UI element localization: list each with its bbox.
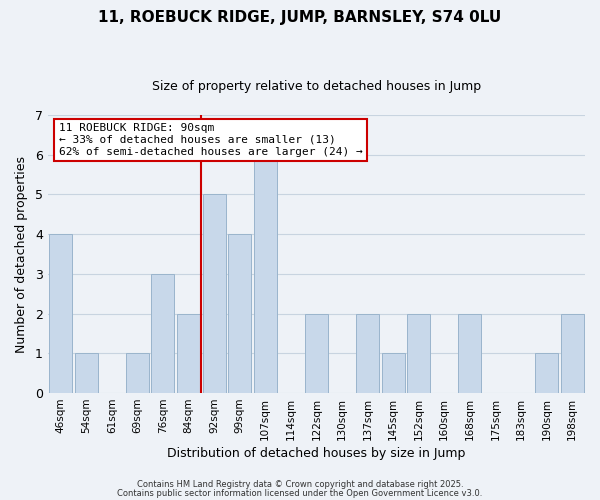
Bar (177, 314, 200, 393)
Bar (407, 314, 430, 393)
Bar (49, 234, 72, 393)
Text: Contains HM Land Registry data © Crown copyright and database right 2025.: Contains HM Land Registry data © Crown c… (137, 480, 463, 489)
Bar (254, 154, 277, 393)
Bar (203, 194, 226, 393)
Bar (151, 274, 175, 393)
Bar (535, 354, 558, 393)
Bar (126, 354, 149, 393)
Bar (305, 314, 328, 393)
Text: 11 ROEBUCK RIDGE: 90sqm
← 33% of detached houses are smaller (13)
62% of semi-de: 11 ROEBUCK RIDGE: 90sqm ← 33% of detache… (59, 124, 362, 156)
Text: 11, ROEBUCK RIDGE, JUMP, BARNSLEY, S74 0LU: 11, ROEBUCK RIDGE, JUMP, BARNSLEY, S74 0… (98, 10, 502, 25)
Bar (356, 314, 379, 393)
Bar (228, 234, 251, 393)
Y-axis label: Number of detached properties: Number of detached properties (15, 156, 28, 352)
Bar (74, 354, 98, 393)
X-axis label: Distribution of detached houses by size in Jump: Distribution of detached houses by size … (167, 447, 466, 460)
Text: Contains public sector information licensed under the Open Government Licence v3: Contains public sector information licen… (118, 490, 482, 498)
Bar (382, 354, 404, 393)
Bar (458, 314, 481, 393)
Title: Size of property relative to detached houses in Jump: Size of property relative to detached ho… (152, 80, 481, 93)
Bar (560, 314, 584, 393)
